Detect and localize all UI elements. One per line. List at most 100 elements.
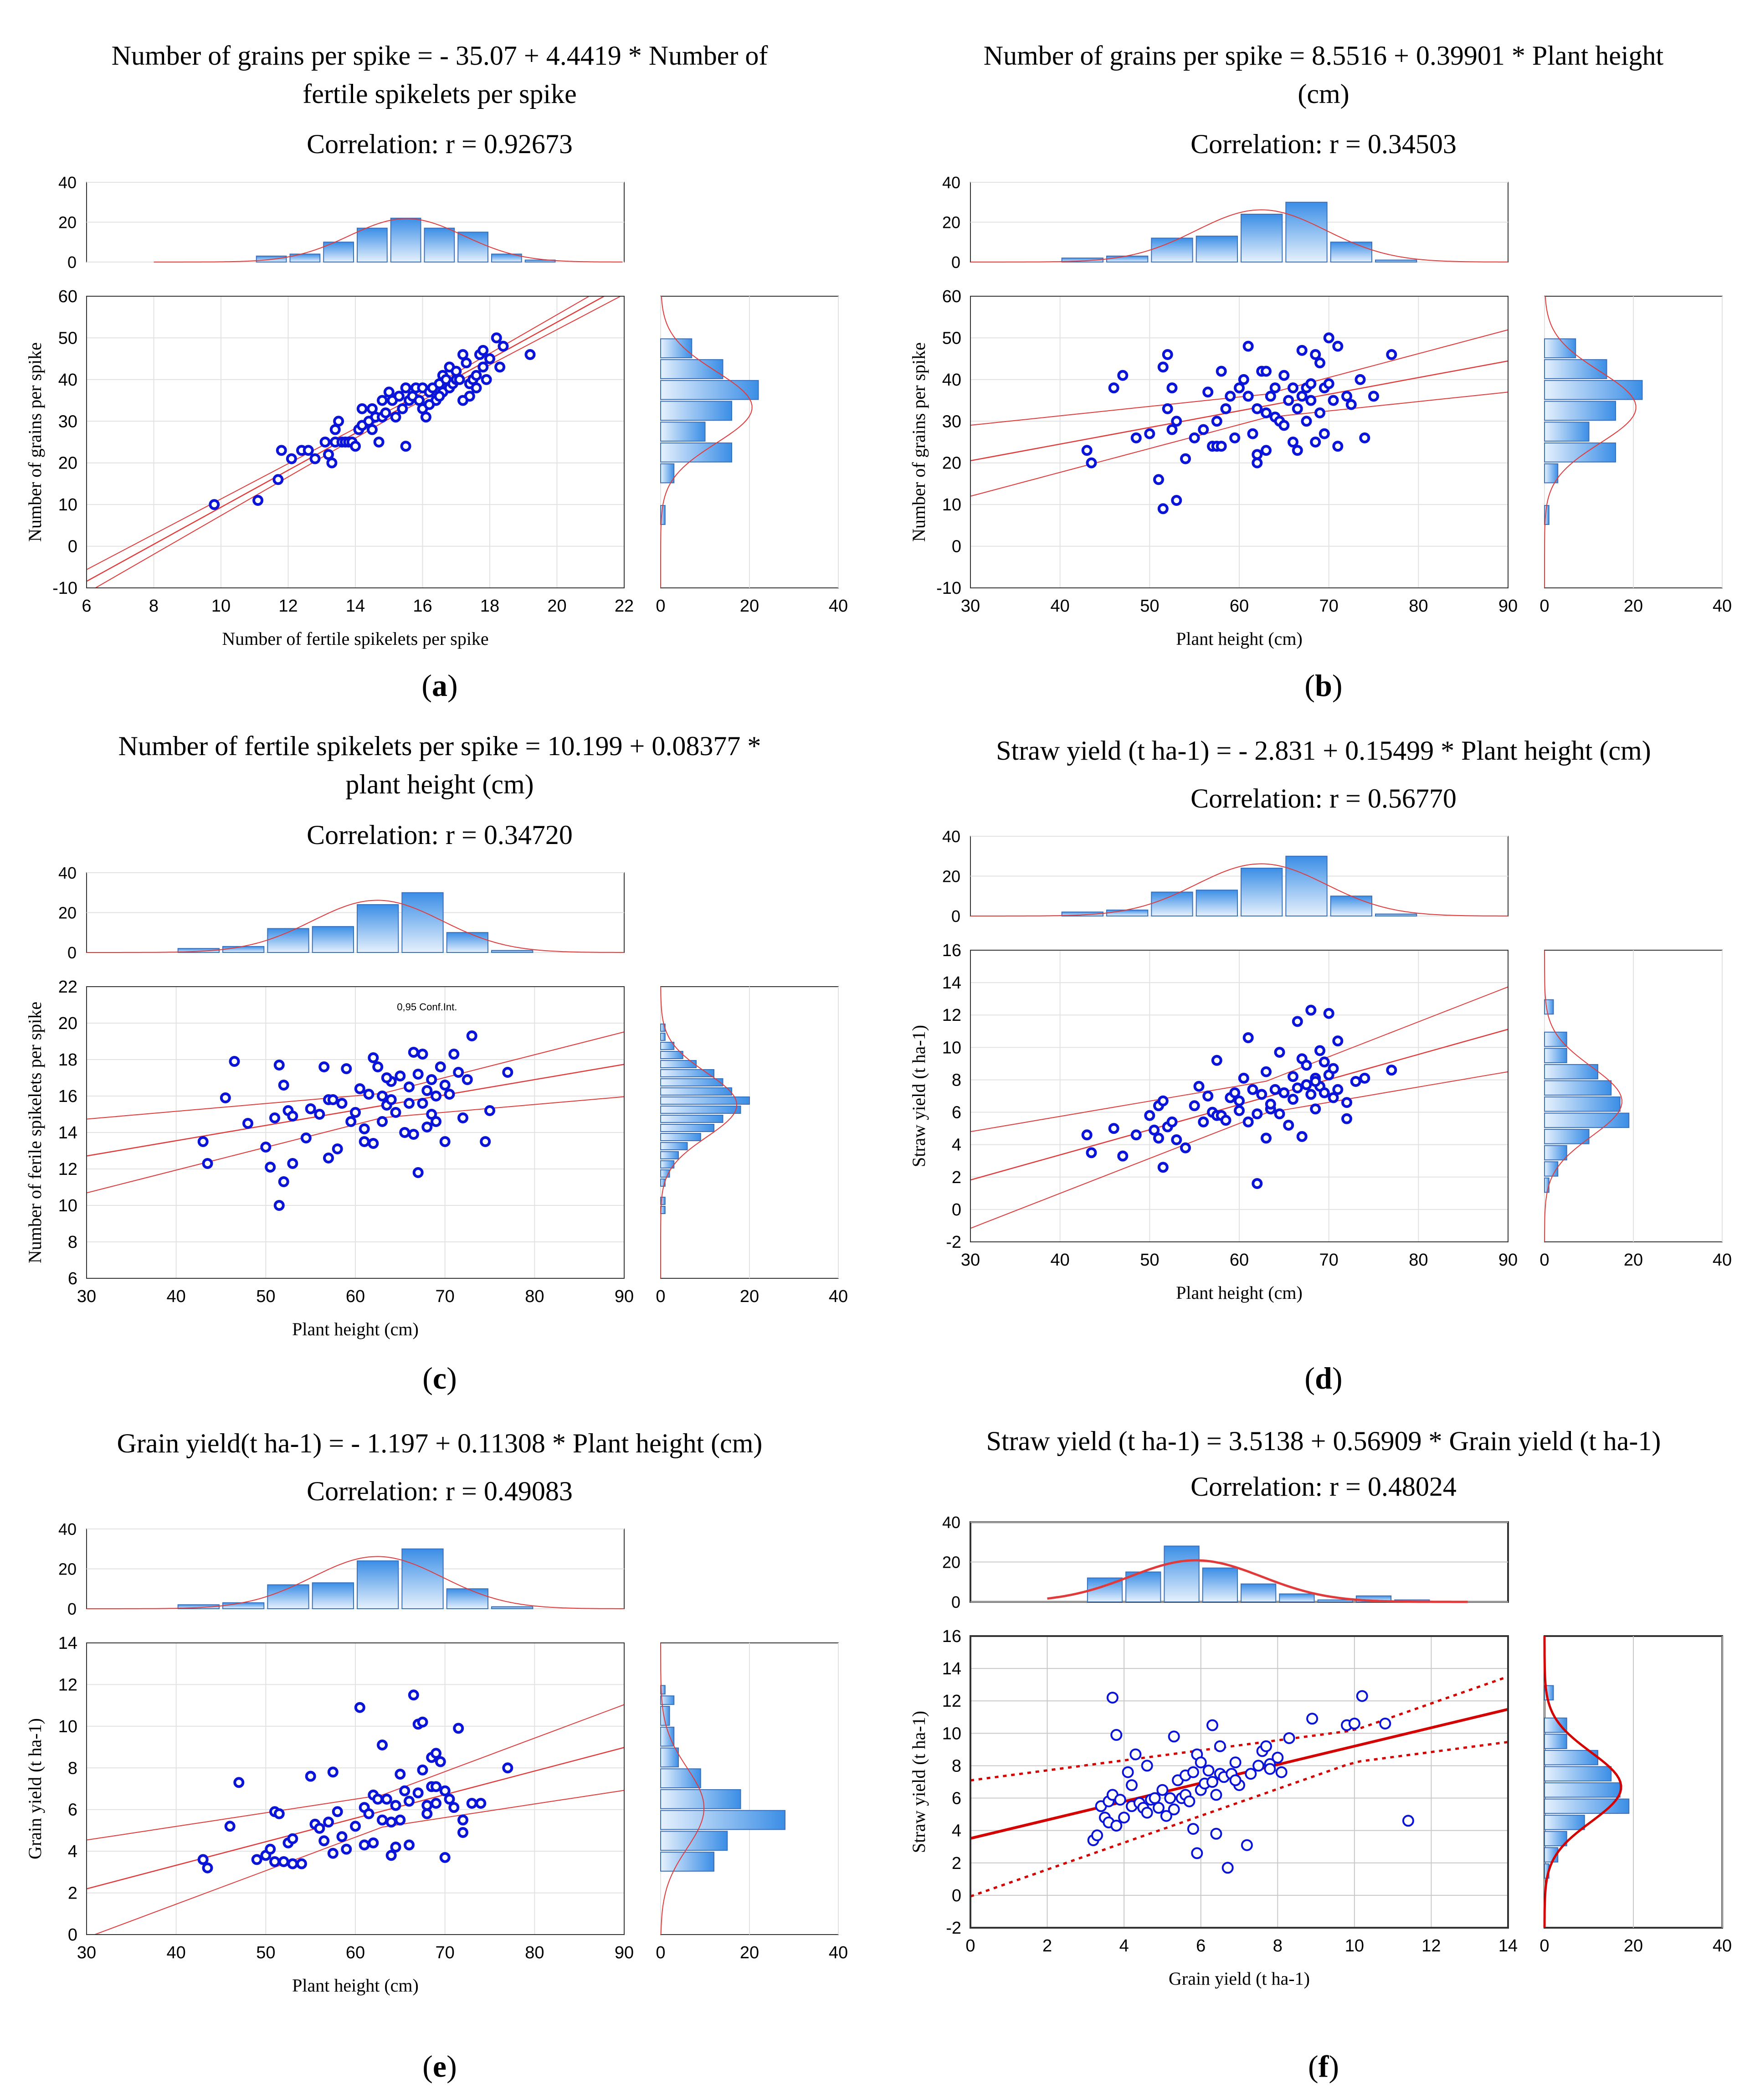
data-point [1301,1079,1312,1091]
data-point [431,1091,441,1101]
side-histogram-tick-label: 40 [829,1943,848,1962]
data-point [319,437,331,448]
panel-c-label: (c) [422,1361,457,1395]
data-point [1193,1081,1205,1092]
top-histogram-bar [1285,201,1328,262]
data-point [431,1798,441,1809]
data-point [439,1136,451,1147]
data-point [412,1069,424,1080]
data-point [1180,453,1191,464]
side-histogram-tick-label: 0 [656,1287,665,1306]
data-point [393,391,405,402]
panel-a-correlation: Correlation: r = 0.92673 [307,129,573,159]
x-axis-label: Number of fertile spikelets per spike [222,628,488,649]
data-point [366,424,378,435]
x-tick-label: 60 [346,1943,365,1962]
data-point [417,1764,428,1776]
data-point [1157,503,1169,515]
data-point [229,1056,240,1067]
side-histogram: 0 20 40 [1539,950,1732,1270]
y-tick-label: 40 [58,371,77,390]
y-tick-label: 10 [942,1038,961,1057]
y-tick-label: 2 [952,1168,961,1187]
plot-frame [86,986,625,1279]
regression-lines [970,1675,1508,1898]
y-tick-label: 2 [952,1854,961,1873]
panel-b-chart: 0 20 40 30 40 50 60 70 80 90 -10 0 10 20 30 40 50 60 Plant… [908,173,1732,649]
data-point [260,1142,272,1153]
data-point [421,1085,433,1096]
side-histogram-bar [660,1051,683,1059]
x-tick-label: 50 [256,1943,275,1962]
data-point [390,1842,401,1853]
panel-d-correlation: Correlation: r = 0.56770 [1190,783,1457,813]
x-tick-label: 22 [615,597,634,616]
data-point [424,399,435,410]
side-histogram-bar [660,380,759,400]
top-histogram-bar [401,1548,444,1609]
data-point [220,1092,231,1103]
side-histogram-bar [1544,1129,1590,1144]
data-point [1168,1730,1180,1743]
side-histogram-bar [660,1087,732,1096]
side-histogram-tick-label: 20 [740,597,759,616]
data-point [417,1716,428,1728]
data-point [1341,391,1352,402]
x-tick-label: 14 [1498,1936,1518,1956]
data-point [269,1112,280,1123]
x-tick-label: 60 [346,1287,365,1306]
side-histogram-bar [660,1142,688,1150]
data-point [453,1067,464,1078]
y-tick-label: 14 [942,1659,961,1678]
data-point [1368,391,1379,402]
data-point [336,1831,348,1843]
panel-e-label: (e) [422,2049,457,2084]
top-histogram-bar [177,948,220,953]
side-histogram-bar [1544,1766,1612,1782]
side-histogram: 0 20 40 [1539,296,1732,616]
data-point [471,382,482,394]
top-histogram-tick-label: 20 [58,1560,77,1579]
y-tick-label: 16 [58,1087,77,1106]
data-point [1261,1066,1272,1077]
data-point [287,1833,298,1844]
data-point [209,499,220,510]
data-point [350,441,361,452]
top-histogram-bar [1061,911,1103,916]
y-tick-label: 20 [942,454,961,473]
data-point [305,1103,316,1114]
top-histogram-normal-curve [87,1556,624,1609]
data-point [1234,382,1245,394]
panel-c-title: Number of fertile spikelets per spike = … [118,731,761,799]
side-histogram-bar [660,1096,750,1105]
top-histogram: 0 20 40 [942,173,1509,272]
panel-b-correlation: Correlation: r = 0.34503 [1190,129,1457,159]
data-point [1117,1150,1129,1162]
data-point [1229,1087,1241,1098]
data-point [329,424,341,435]
data-point [1272,1751,1284,1764]
data-point [1292,1082,1303,1094]
data-point [383,386,395,398]
side-histogram-bar [1544,422,1590,442]
side-histogram-tick-label: 20 [740,1943,759,1962]
data-point [287,1158,298,1169]
data-point [1110,1820,1123,1832]
data-point [305,1771,316,1782]
data-point [457,349,468,360]
side-histogram-tick-label: 0 [1539,1936,1549,1956]
data-point [426,1109,437,1120]
top-histogram-bar [1106,909,1149,916]
side-histogram-bar [1544,463,1559,484]
panel-b-title: Number of grains per spike = 8.5516 + 0.… [983,41,1664,109]
top-histogram-bar [524,259,556,262]
side-histogram-bar [1544,401,1616,421]
data-point [457,1827,468,1838]
data-point [1332,441,1344,452]
y-tick-label: 6 [68,1801,77,1820]
panel-b-letter: b [1315,668,1332,703]
data-point [1314,357,1325,369]
data-point [1310,349,1321,360]
data-point [471,370,482,381]
y-tick-label: 16 [942,1627,961,1646]
